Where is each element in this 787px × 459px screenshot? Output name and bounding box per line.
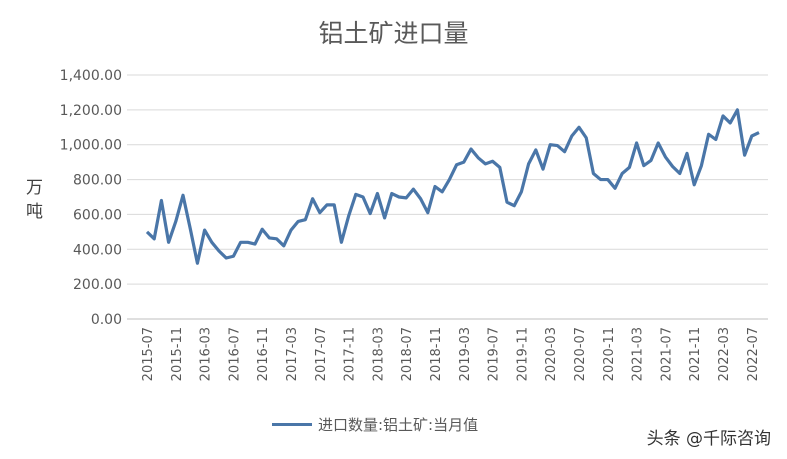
x-tick-label: 2018-03 <box>371 327 386 381</box>
x-tick-label: 2021-03 <box>631 327 646 381</box>
y-tick-label: 1,000.00 <box>60 138 122 154</box>
x-tick-label: 2018-07 <box>400 327 415 381</box>
y-tick-label: 400.00 <box>73 242 122 258</box>
y-axis-label: 万吨 <box>26 178 43 222</box>
x-tick-label: 2020-07 <box>573 327 588 381</box>
x-tick-label: 2017-03 <box>285 327 300 381</box>
y-tick-label: 600.00 <box>73 207 122 223</box>
x-tick-label: 2018-11 <box>429 327 444 381</box>
watermark: 头条 @千际咨询 <box>646 429 771 449</box>
legend-swatch <box>272 423 312 426</box>
x-tick-label: 2020-11 <box>602 327 617 381</box>
legend: 进口数量:铝土矿:当月值 <box>272 414 478 435</box>
y-tick-label: 1,400.00 <box>60 68 122 84</box>
x-tick-label: 2021-11 <box>688 327 703 381</box>
x-tick-label: 2016-11 <box>256 327 271 381</box>
x-tick-label: 2020-03 <box>544 327 559 381</box>
x-tick-label: 2016-03 <box>199 327 214 381</box>
x-tick-label: 2022-03 <box>717 327 732 381</box>
x-tick-label: 2019-03 <box>458 327 473 381</box>
x-tick-label: 2019-07 <box>487 327 502 381</box>
y-tick-label: 0.00 <box>91 312 122 328</box>
x-tick-label: 2017-07 <box>314 327 329 381</box>
chart-title: 铝土矿进口量 <box>318 19 469 48</box>
x-tick-label: 2019-11 <box>515 327 530 381</box>
y-tick-label: 1,200.00 <box>60 103 122 119</box>
x-tick-label: 2015-11 <box>170 327 185 381</box>
x-tick-label: 2016-07 <box>227 327 242 381</box>
series-line <box>145 108 760 265</box>
x-tick-label: 2022-07 <box>746 327 761 381</box>
y-tick-label: 200.00 <box>73 277 122 293</box>
y-tick-label: 800.00 <box>73 173 122 189</box>
x-tick-label: 2021-07 <box>659 327 674 381</box>
legend-label: 进口数量:铝土矿:当月值 <box>318 416 479 434</box>
x-tick-label: 2015-07 <box>141 327 156 381</box>
x-tick-label: 2017-11 <box>343 327 358 381</box>
